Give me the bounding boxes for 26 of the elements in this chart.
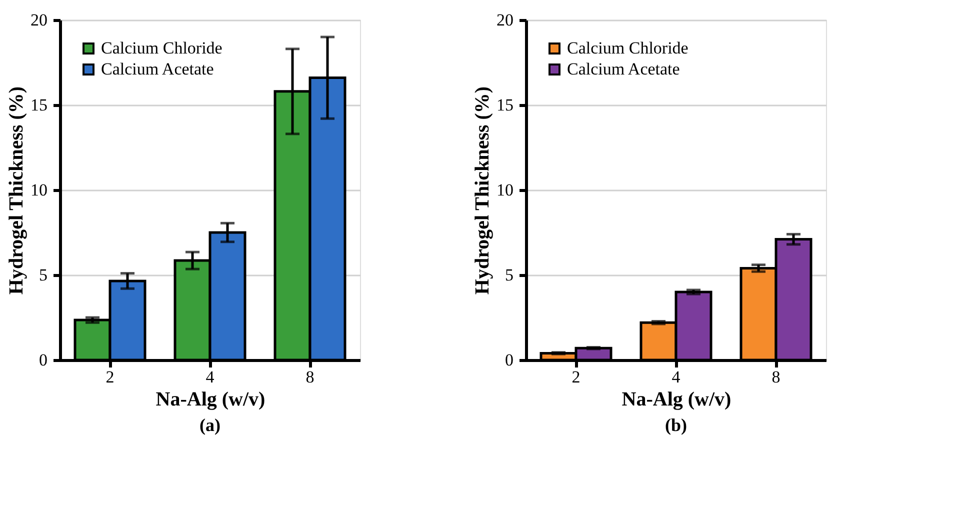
text: (a) xyxy=(200,415,220,435)
y-tick-label: 15 xyxy=(496,96,514,114)
x-tick-label: 8 xyxy=(772,368,780,386)
legend-label: Calcium Acetate xyxy=(567,60,680,78)
legend-label: Calcium Chloride xyxy=(567,38,688,58)
y-tick-label: 15 xyxy=(30,96,48,114)
x-tick-label: 2 xyxy=(106,368,114,386)
y-axis-title: Hydrogel Thickness (%) xyxy=(6,86,28,295)
y-tick-label: 10 xyxy=(496,180,514,200)
y-tick-label: 5 xyxy=(505,266,514,284)
legend-label: Calcium Chloride xyxy=(101,38,222,58)
y-tick-label: 0 xyxy=(39,350,48,370)
x-axis-title: Na-Alg (w/v) xyxy=(156,388,266,410)
y-axis-title: Hydrogel Thickness (%) xyxy=(472,86,494,295)
x-axis-title: Na-Alg (w/v) xyxy=(622,388,732,410)
y-tick-label: 10 xyxy=(30,180,48,200)
x-tick-label: 4 xyxy=(206,368,215,386)
x-tick-label: 2 xyxy=(572,368,580,386)
y-tick-label: 20 xyxy=(30,10,48,30)
x-tick-label: 8 xyxy=(306,368,314,386)
legend-label: Calcium Acetate xyxy=(101,60,214,78)
text: (b) xyxy=(665,415,688,435)
x-tick-label: 4 xyxy=(672,368,681,386)
y-tick-label: 0 xyxy=(505,350,514,370)
y-tick-label: 20 xyxy=(496,10,514,30)
y-tick-label: 5 xyxy=(39,266,48,284)
